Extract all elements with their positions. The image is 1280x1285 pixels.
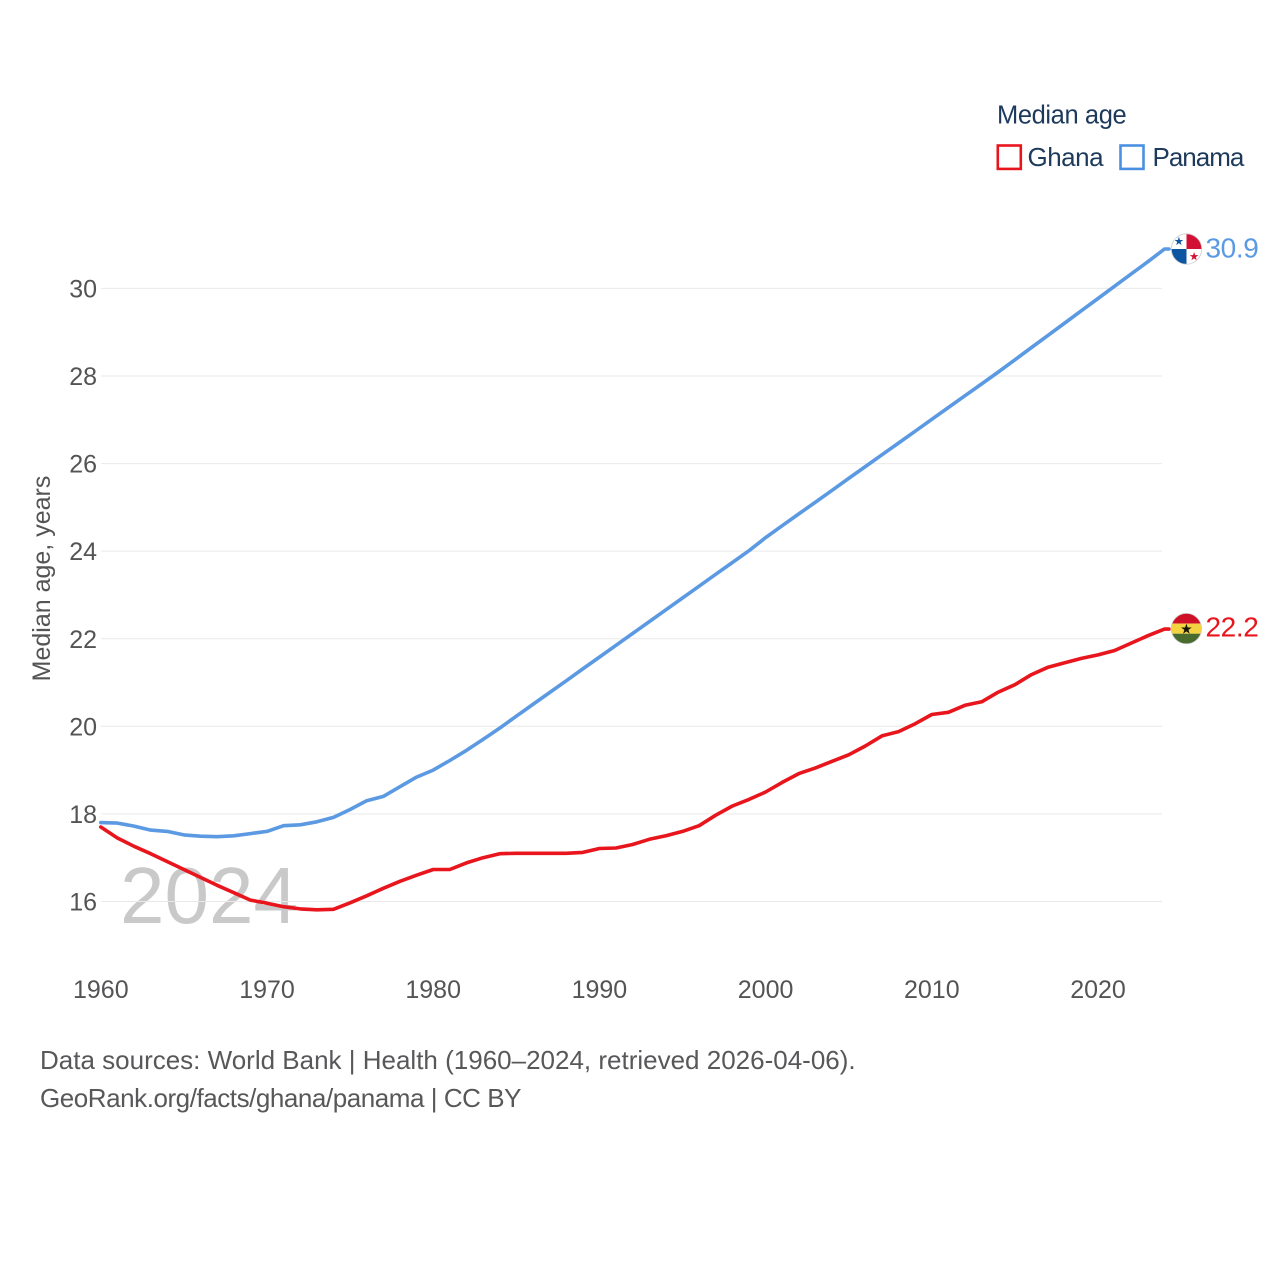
svg-text:2024: 2024 xyxy=(120,851,298,940)
svg-text:1960: 1960 xyxy=(73,976,129,1004)
svg-text:20: 20 xyxy=(69,713,97,741)
svg-text:2020: 2020 xyxy=(1070,976,1126,1004)
svg-text:Panama: Panama xyxy=(1153,142,1245,172)
svg-text:22.2: 22.2 xyxy=(1206,612,1259,643)
svg-text:Data sources: World Bank | Hea: Data sources: World Bank | Health (1960–… xyxy=(40,1045,856,1075)
svg-text:30: 30 xyxy=(69,276,97,304)
svg-text:16: 16 xyxy=(69,889,97,917)
svg-text:28: 28 xyxy=(69,363,97,391)
svg-text:Median age: Median age xyxy=(997,102,1126,130)
svg-text:1970: 1970 xyxy=(239,976,295,1004)
svg-text:26: 26 xyxy=(69,451,97,479)
svg-text:30.9: 30.9 xyxy=(1206,232,1259,263)
svg-text:18: 18 xyxy=(69,801,97,829)
svg-text:GeoRank.org/facts/ghana/panama: GeoRank.org/facts/ghana/panama | CC BY xyxy=(40,1083,521,1113)
svg-text:2000: 2000 xyxy=(738,976,794,1004)
svg-text:22: 22 xyxy=(69,626,97,654)
svg-text:2010: 2010 xyxy=(904,976,960,1004)
svg-text:Ghana: Ghana xyxy=(1028,142,1105,172)
svg-text:Median age, years: Median age, years xyxy=(28,476,56,682)
svg-text:24: 24 xyxy=(69,538,97,566)
svg-text:1980: 1980 xyxy=(405,976,461,1004)
svg-text:1990: 1990 xyxy=(572,976,628,1004)
